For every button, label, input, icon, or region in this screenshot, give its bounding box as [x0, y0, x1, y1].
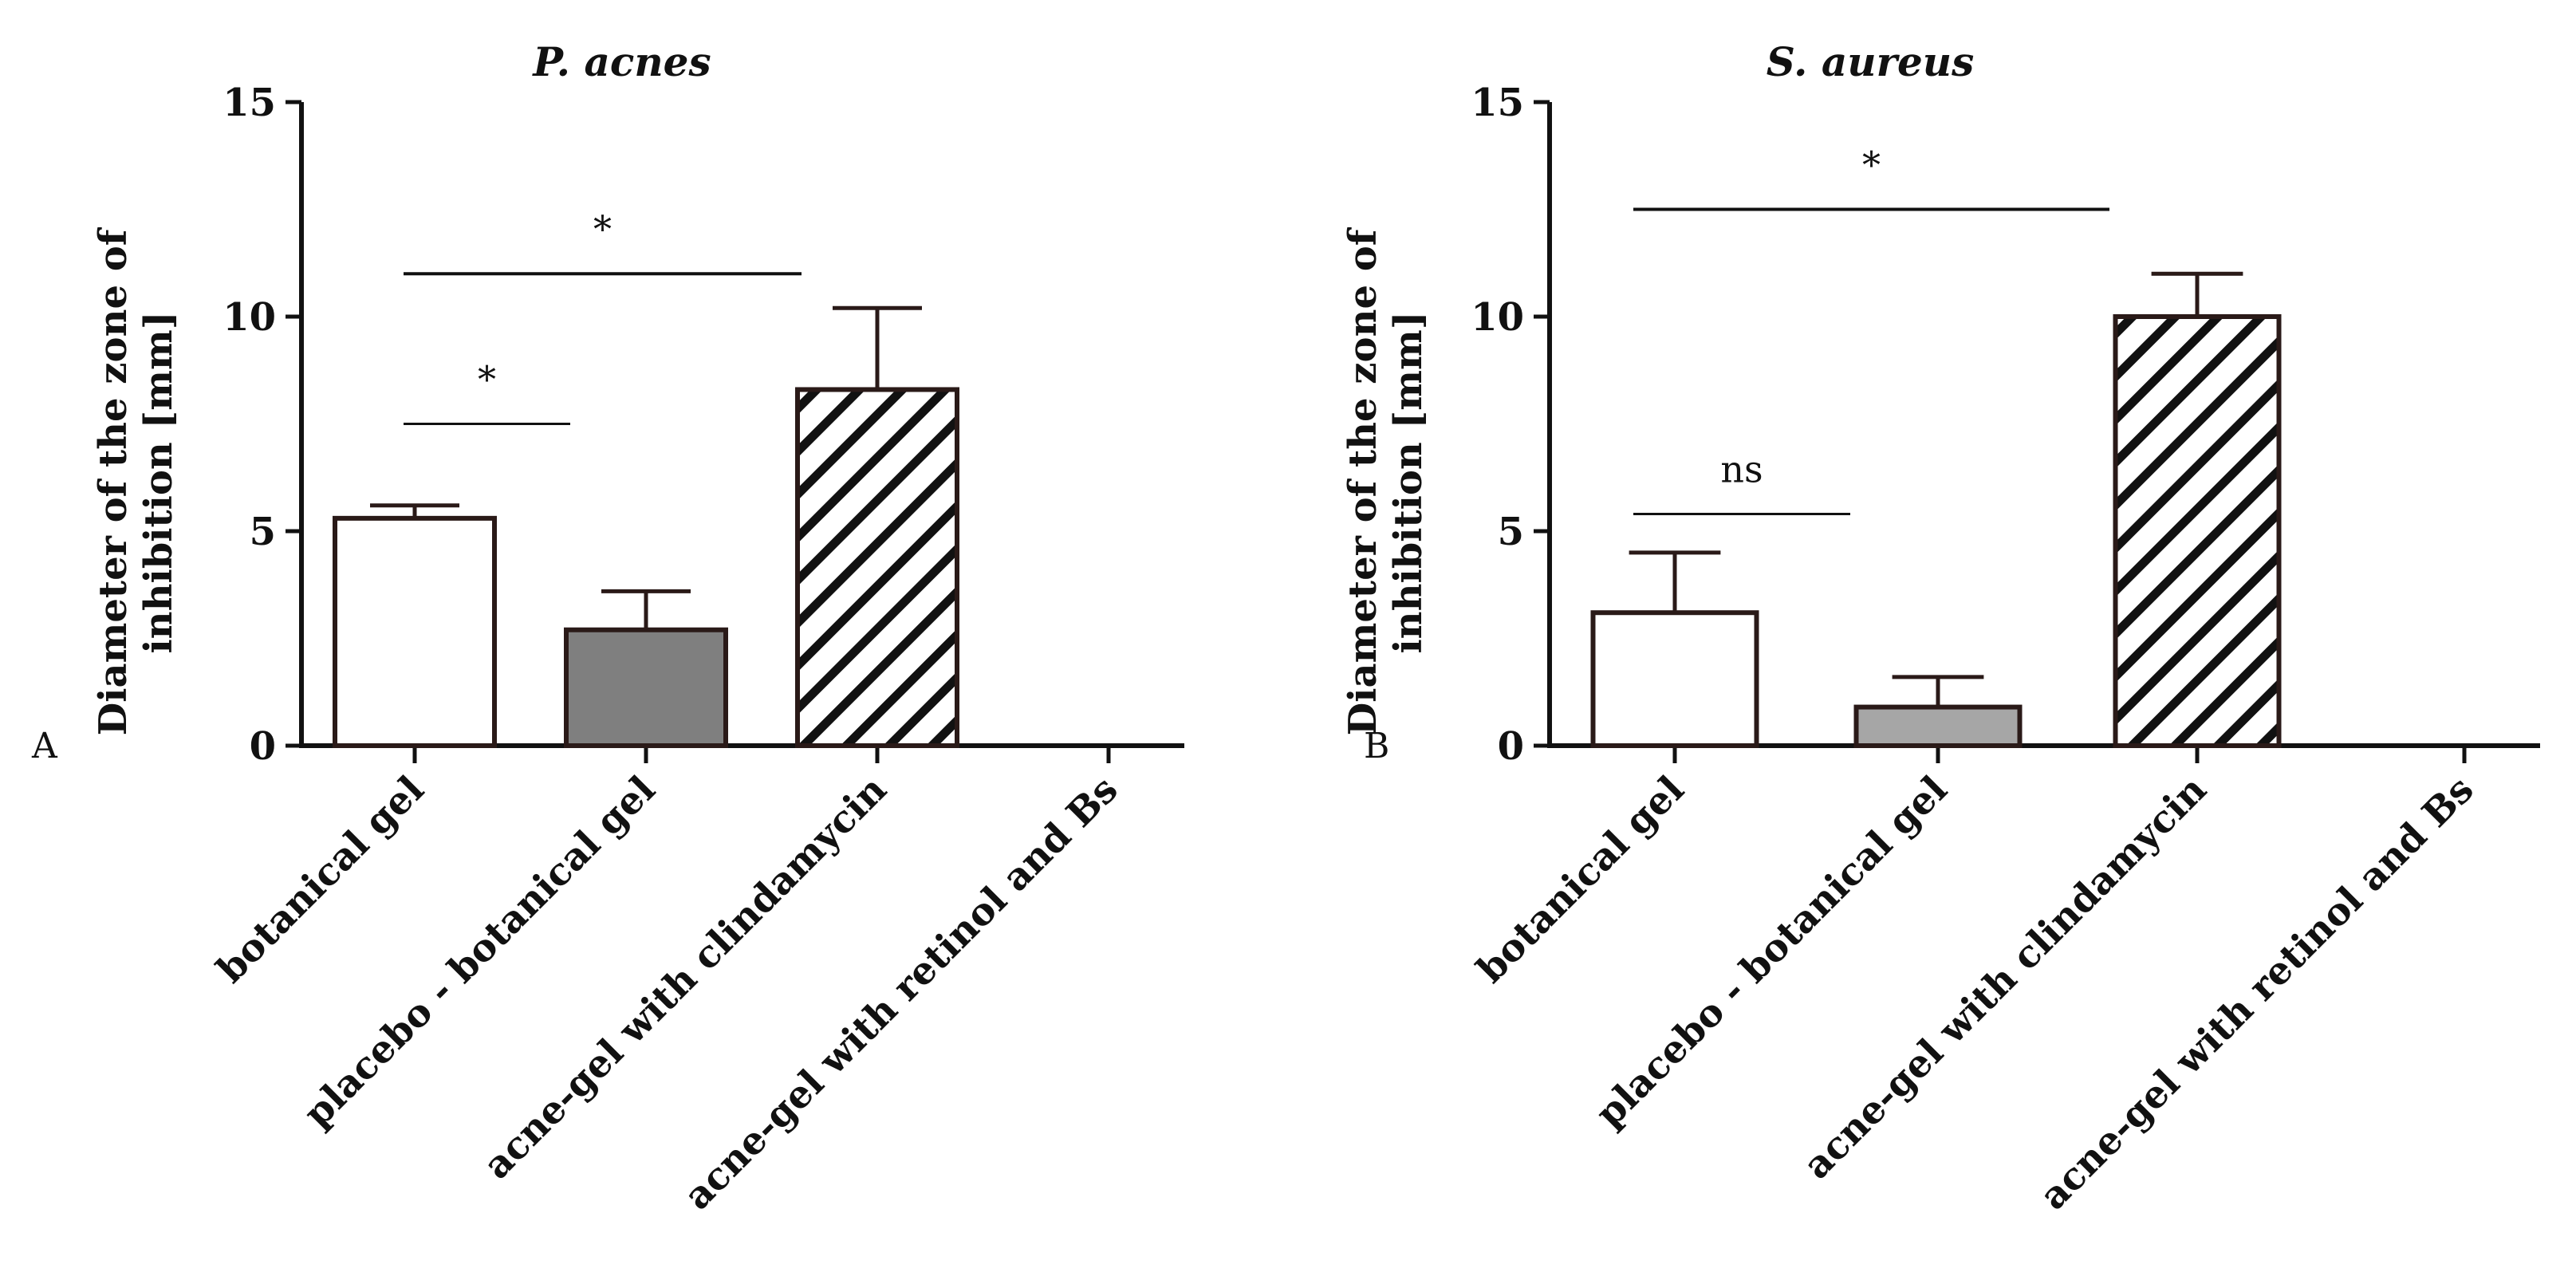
bar: [1853, 704, 2023, 749]
bar: [2113, 314, 2282, 748]
y-tick-label: 5: [1498, 510, 1524, 554]
chart-panel-a: P. acnes Diameter of the zone of inhibit…: [31, 38, 1184, 1219]
panel-label: A: [31, 726, 58, 766]
y-tick-label: 10: [223, 295, 276, 340]
x-category-label: acne-gel with retinol and Bs: [676, 768, 1126, 1219]
chart-panel-b: S. aureus Diameter of the zone of inhibi…: [1341, 38, 2540, 1219]
y-tick-label: 5: [250, 510, 276, 554]
y-tick-label: 0: [250, 724, 276, 769]
significance-label: *: [478, 358, 496, 401]
y-tick-label: 15: [223, 81, 276, 125]
bar: [795, 387, 959, 748]
y-axis-label-line-2: inhibition [mm]: [136, 311, 181, 653]
bar: [1590, 610, 1759, 748]
y-tick-label: 0: [1498, 724, 1524, 769]
x-category-label: botanical gel: [1469, 768, 1693, 992]
panel-label: B: [1364, 726, 1389, 766]
x-category-label: botanical gel: [209, 768, 433, 992]
bar: [564, 627, 728, 748]
bar: [333, 515, 497, 748]
significance-label: *: [1862, 144, 1881, 187]
y-axis-label-line-1: Diameter of the zone of: [91, 226, 136, 735]
y-axis-label-line-2: inhibition [mm]: [1386, 311, 1431, 653]
y-tick-label: 10: [1471, 295, 1524, 340]
x-category-label: acne-gel with clindamycin: [475, 768, 896, 1188]
chart-title: S. aureus: [1767, 38, 1975, 85]
chart-title: P. acnes: [531, 38, 711, 85]
significance-label: *: [593, 207, 612, 250]
significance-label: ns: [1720, 447, 1763, 490]
y-tick-label: 15: [1471, 81, 1524, 125]
x-category-label: acne-gel with retinol and Bs: [2031, 768, 2482, 1219]
y-axis-label-line-1: Diameter of the zone of: [1341, 226, 1385, 735]
